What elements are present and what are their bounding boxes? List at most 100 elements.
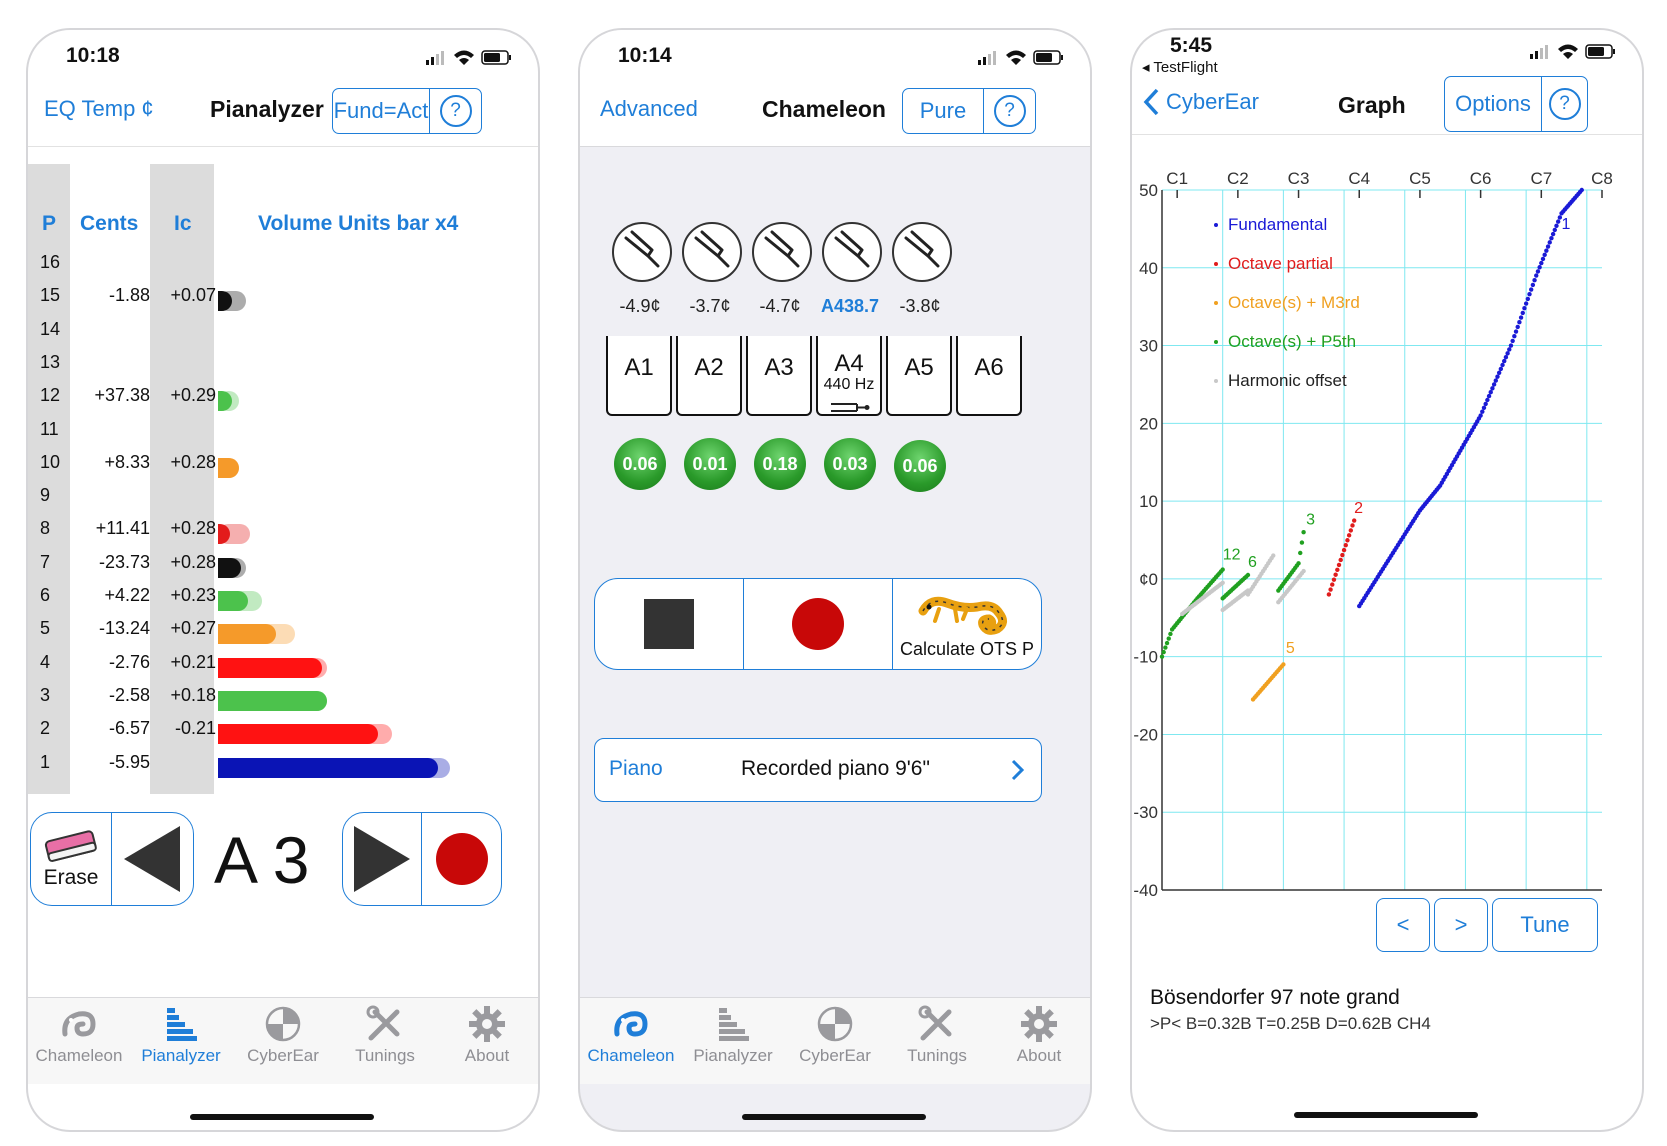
data-point (1512, 334, 1517, 339)
help-button[interactable]: ? (429, 89, 481, 133)
data-point (1338, 557, 1343, 563)
data-point (1534, 273, 1539, 278)
help-icon: ? (993, 95, 1026, 127)
data-point (1513, 329, 1519, 334)
fork-offset: -4.7¢ (759, 296, 801, 316)
erase-prev-group: Erase (30, 812, 194, 906)
data-point (1549, 236, 1554, 241)
octave-key-a4[interactable]: A4 440 Hz (816, 336, 882, 416)
tuning-fork-button[interactable] (752, 222, 812, 282)
piano-value: Recorded piano 9'6" (741, 757, 930, 780)
octave-key-a5[interactable]: A5 (886, 336, 952, 416)
prev-note-button[interactable] (111, 813, 193, 905)
data-point (1166, 636, 1171, 641)
data-point (1544, 248, 1549, 253)
tab-label: About (464, 1046, 510, 1065)
tab-label: About (1016, 1046, 1062, 1065)
tab-about[interactable]: About (988, 998, 1090, 1084)
data-point (1547, 240, 1552, 245)
record-button[interactable] (743, 579, 892, 669)
y-tick-label: 30 (1139, 337, 1158, 356)
tab-chameleon[interactable]: Chameleon (28, 998, 130, 1084)
partial-number: 16 (40, 252, 61, 272)
record-button[interactable] (421, 813, 501, 905)
next-button[interactable]: > (1434, 898, 1488, 952)
tab-bar: Chameleon Pianalyzer CyberEar Tunings About (28, 997, 538, 1084)
data-point (1340, 552, 1345, 558)
data-point (1522, 306, 1527, 311)
data-point (1281, 662, 1286, 667)
tab-label: CyberEar (247, 1046, 319, 1065)
octave-key-a2[interactable]: A2 (676, 336, 742, 416)
tab-cyberear[interactable]: CyberEar (232, 998, 334, 1084)
partial-number: 12 (40, 385, 61, 406)
key-label: A1 (624, 354, 654, 381)
back-button[interactable]: CyberEar (1142, 88, 1259, 116)
data-point (1537, 265, 1542, 270)
calculate-ots-button[interactable]: Calculate OTS P (892, 579, 1041, 669)
tab-about[interactable]: About (436, 998, 538, 1084)
data-point (1555, 219, 1561, 224)
data-point (1557, 215, 1563, 220)
partial-annotation: 12 (1223, 546, 1241, 563)
partial-cents: -5.95 (108, 751, 150, 772)
partial-number: 14 (40, 318, 61, 339)
erase-button[interactable]: Erase (31, 813, 111, 905)
partial-row: 7 -23.73 +0.28 (28, 552, 538, 582)
data-point (1330, 582, 1335, 587)
status-time: 5:45 (1170, 34, 1213, 57)
tune-button[interactable]: Tune (1492, 898, 1598, 952)
eraser-icon (44, 830, 97, 862)
stop-button[interactable] (595, 579, 743, 669)
tuning-fork-button[interactable] (612, 222, 672, 282)
data-point (1161, 649, 1166, 655)
help-button[interactable]: ? (983, 89, 1035, 133)
data-point (1493, 378, 1498, 383)
tab-chameleon[interactable]: Chameleon (580, 998, 682, 1084)
col-header-cents: Cents (80, 212, 139, 235)
data-point (1503, 355, 1509, 360)
chevron-right-icon (1011, 759, 1025, 781)
partial-row: 15 -1.88 +0.07 (28, 285, 538, 315)
tab-label: Tunings (355, 1046, 415, 1065)
options-button[interactable]: Options (1455, 91, 1531, 116)
calculate-ots-label: Calculate OTS P (899, 638, 1035, 659)
data-point (1168, 631, 1173, 637)
help-button[interactable]: ? (1541, 77, 1587, 131)
data-point (1517, 320, 1522, 325)
prev-button[interactable]: < (1376, 898, 1430, 952)
advanced-link[interactable]: Advanced (600, 96, 698, 121)
top-tick-label: C6 (1470, 169, 1492, 188)
data-point (1350, 523, 1355, 528)
tab-pianalyzer[interactable]: Pianalyzer (130, 998, 232, 1084)
top-tick-label: C4 (1348, 169, 1370, 188)
tuning-fork-button[interactable] (682, 222, 742, 282)
stop-icon (644, 599, 694, 649)
partial-ic: +0.29 (170, 385, 216, 406)
data-point (1326, 592, 1332, 597)
tab-pianalyzer[interactable]: Pianalyzer (682, 998, 784, 1084)
back-label: CyberEar (1166, 89, 1259, 114)
partial-cents: +11.41 (95, 518, 150, 539)
partial-number: 13 (40, 351, 61, 372)
data-point (1535, 269, 1541, 274)
piano-model: Bösendorfer 97 note grand (1150, 986, 1400, 1009)
legend-marker (1214, 340, 1218, 344)
octave-key-a3[interactable]: A3 (746, 336, 812, 416)
back-to-testflight[interactable]: ◂ TestFlight (1142, 59, 1218, 76)
tuning-fork-button[interactable] (822, 222, 882, 282)
next-note-button[interactable] (343, 813, 421, 905)
tuning-fork-button[interactable] (892, 222, 952, 282)
octave-key-a6[interactable]: A6 (956, 336, 1022, 416)
eq-temp-link[interactable]: EQ Temp ¢ (44, 96, 154, 121)
tab-tunings[interactable]: Tunings (886, 998, 988, 1084)
data-point (1510, 338, 1515, 344)
data-point (1343, 542, 1348, 548)
octave-key-a1[interactable]: A1 (606, 336, 672, 416)
tab-tunings[interactable]: Tunings (334, 998, 436, 1084)
piano-selector[interactable]: Piano Recorded piano 9'6" (594, 738, 1042, 802)
pure-button[interactable]: Pure (919, 98, 967, 123)
fund-act-button[interactable]: Fund=Act (333, 98, 429, 123)
partial-row: 14 (28, 319, 538, 349)
tab-cyberear[interactable]: CyberEar (784, 998, 886, 1084)
